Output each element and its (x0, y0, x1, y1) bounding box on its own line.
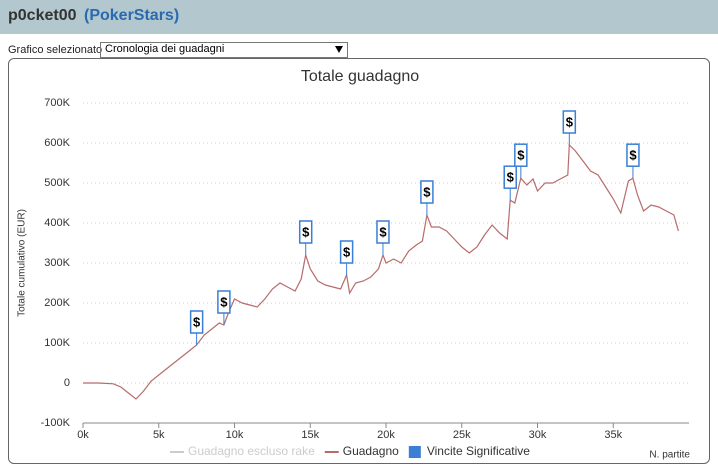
x-tick-label: 30k (529, 429, 547, 441)
flag-box (217, 290, 231, 314)
y-axis-label: Totale cumulativo (EUR) (17, 209, 28, 317)
flag-box (626, 143, 640, 167)
legend-item: Guadagno escluso rake (170, 444, 315, 458)
legend-label: Vincite Significative (427, 444, 530, 458)
win-flag: $ (514, 143, 528, 179)
flag-label: $ (193, 314, 201, 329)
flag-box (298, 220, 313, 244)
chart-panel (8, 58, 710, 464)
user-name: p0cket00 (8, 7, 77, 24)
flag-label: $ (302, 224, 310, 239)
flag-label: $ (566, 114, 574, 129)
y-tick-label: 600K (44, 137, 70, 149)
x-tick-label: 20k (377, 429, 395, 441)
flag-label: $ (507, 170, 515, 185)
flag-label: $ (629, 148, 637, 163)
flag-label: $ (517, 148, 525, 163)
legend-item: Vincite Significative (408, 444, 530, 458)
flag-label: $ (423, 184, 431, 199)
win-flag: $ (376, 220, 390, 255)
selector-label: Grafico selezionato (8, 44, 103, 56)
win-flag: $ (189, 310, 204, 345)
dropdown-arrow (335, 46, 343, 53)
legend-label: Guadagno escluso rake (188, 444, 315, 458)
x-tick-label: 35k (604, 429, 622, 441)
x-tick-label: 10k (226, 429, 244, 441)
y-tick-label: 0 (64, 377, 70, 389)
flag-box (339, 240, 354, 264)
win-flag: $ (562, 110, 577, 145)
flag-label: $ (220, 294, 228, 309)
y-tick-label: 100K (44, 337, 70, 349)
legend-label: Guadagno (343, 444, 399, 458)
x-axis-label: N. partite (649, 450, 690, 461)
win-flag: $ (420, 180, 434, 215)
legend-item: Guadagno (324, 444, 399, 458)
flag-box (503, 165, 517, 189)
flag-box (189, 310, 204, 334)
win-flag: $ (217, 290, 231, 325)
flag-box (562, 110, 577, 134)
earnings-line (83, 143, 679, 400)
site-name[interactable]: (PokerStars) (84, 7, 180, 24)
win-flag: $ (298, 220, 313, 255)
selector-value: Cronologia dei guadagni (105, 43, 225, 55)
win-flag: $ (626, 143, 640, 179)
legend-swatch (408, 446, 421, 458)
y-tick-label: -100K (41, 417, 71, 429)
x-tick-label: 5k (153, 429, 165, 441)
y-tick-label: 500K (44, 177, 70, 189)
header: p0cket00 (PokerStars) (0, 0, 718, 34)
x-tick-label: 0k (77, 429, 89, 441)
y-tick-label: 300K (44, 257, 70, 269)
y-tick-label: 200K (44, 297, 70, 309)
chart-selector[interactable]: Cronologia dei guadagni (100, 42, 348, 58)
flag-label: $ (343, 244, 351, 259)
flag-box (420, 180, 434, 204)
x-tick-label: 25k (453, 429, 471, 441)
flag-label: $ (379, 224, 387, 239)
win-flag: $ (339, 240, 354, 275)
chart-title: Totale guadagno (301, 68, 419, 85)
y-tick-label: 700K (44, 97, 70, 109)
flag-box (376, 220, 390, 244)
y-tick-label: 400K (44, 217, 70, 229)
flag-box (514, 143, 528, 167)
x-tick-label: 15k (301, 429, 319, 441)
win-flag: $ (503, 165, 517, 201)
